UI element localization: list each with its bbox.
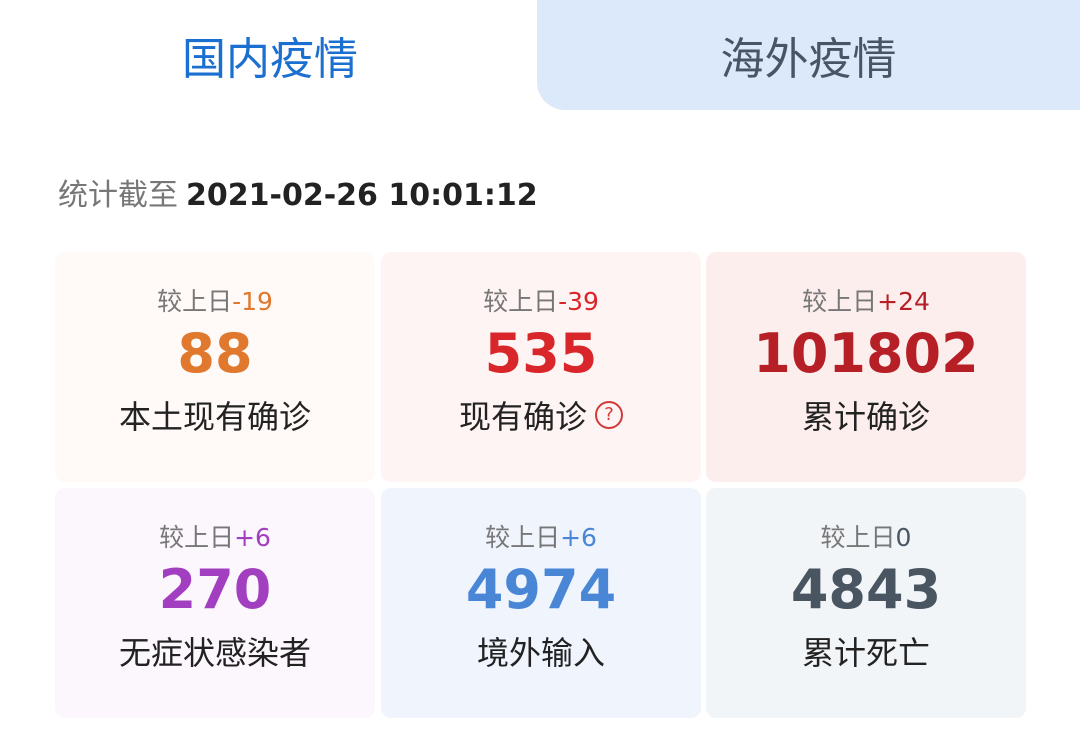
tab-overseas[interactable]: 海外疫情 (537, 0, 1080, 110)
delta-label: 较上日 (820, 523, 896, 552)
stat-label: 无症状感染者 (118, 634, 311, 672)
stat-label-row: 累计确诊 (706, 392, 1026, 438)
stat-label-row: 现有确诊? (381, 392, 701, 438)
stat-card-total-confirmed: 较上日+24 101802 累计确诊 (706, 252, 1026, 482)
delta-value: -19 (232, 287, 273, 316)
stat-value: 270 (158, 558, 272, 621)
stat-label: 本土现有确诊 (118, 398, 311, 436)
delta-value: +24 (877, 287, 930, 316)
timestamp-value: 2021-02-26 10:01:12 (186, 178, 538, 213)
stat-label: 境外输入 (476, 634, 605, 672)
delta-row: 较上日-19 (55, 282, 375, 318)
timestamp-label: 统计截至 (58, 178, 178, 213)
stat-value: 88 (177, 322, 253, 385)
delta-row: 较上日-39 (381, 282, 701, 318)
delta-label: 较上日 (802, 287, 878, 316)
question-circle-icon[interactable]: ? (595, 401, 623, 429)
stat-label-row: 境外输入 (381, 628, 701, 674)
stat-value: 4974 (465, 558, 617, 621)
stat-value: 4843 (790, 558, 942, 621)
stat-label: 累计确诊 (801, 398, 930, 436)
tab-domestic[interactable]: 国内疫情 (0, 0, 540, 110)
stat-label-row: 累计死亡 (706, 628, 1026, 674)
stat-label-row: 本土现有确诊 (55, 392, 375, 438)
delta-row: 较上日+6 (55, 518, 375, 554)
delta-row: 较上日+24 (706, 282, 1026, 318)
delta-value: +6 (560, 523, 597, 552)
delta-label: 较上日 (485, 523, 561, 552)
stat-label-row: 无症状感染者 (55, 628, 375, 674)
stat-value: 101802 (753, 322, 979, 385)
stat-label: 现有确诊 (458, 398, 587, 436)
stat-label: 累计死亡 (801, 634, 930, 672)
delta-value: 0 (895, 523, 912, 552)
delta-row: 较上日0 (706, 518, 1026, 554)
delta-label: 较上日 (483, 287, 559, 316)
delta-label: 较上日 (157, 287, 233, 316)
stat-card-asymptomatic: 较上日+6 270 无症状感染者 (55, 488, 375, 718)
stats-timestamp: 统计截至 2021-02-26 10:01:12 (58, 170, 538, 214)
delta-label: 较上日 (159, 523, 235, 552)
stat-card-total-deaths: 较上日0 4843 累计死亡 (706, 488, 1026, 718)
delta-row: 较上日+6 (381, 518, 701, 554)
delta-value: -39 (558, 287, 599, 316)
stat-card-current-confirmed: 较上日-39 535 现有确诊? (381, 252, 701, 482)
delta-value: +6 (234, 523, 271, 552)
stat-card-imported: 较上日+6 4974 境外输入 (381, 488, 701, 718)
stat-card-local-confirmed: 较上日-19 88 本土现有确诊 (55, 252, 375, 482)
stat-value: 535 (484, 322, 598, 385)
